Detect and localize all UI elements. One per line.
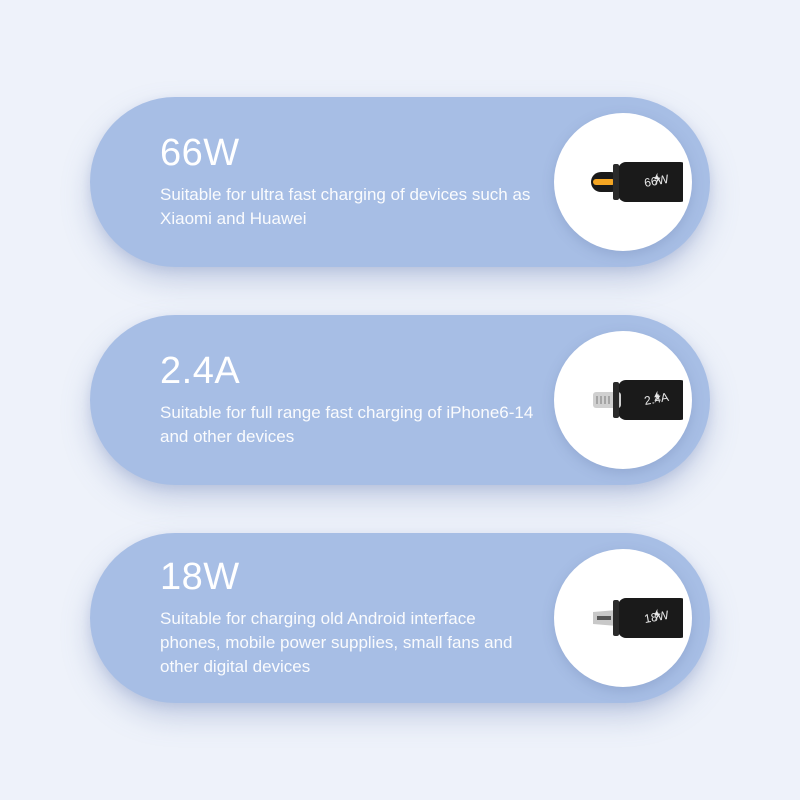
lightning-connector-icon: 2.4A xyxy=(563,370,683,430)
pill-title: 2.4A xyxy=(160,351,540,393)
pill-description: Suitable for full range fast charging of… xyxy=(160,401,540,449)
connector-circle: 2.4A xyxy=(554,331,692,469)
pill-text-block: 18W Suitable for charging old Android in… xyxy=(160,557,540,678)
pill-description: Suitable for ultra fast charging of devi… xyxy=(160,183,540,231)
micro-usb-connector-icon: 18W xyxy=(563,588,683,648)
pill-title: 66W xyxy=(160,133,540,175)
pill-title: 18W xyxy=(160,557,540,599)
connector-circle: 66W xyxy=(554,113,692,251)
feature-pill-18w: 18W Suitable for charging old Android in… xyxy=(90,533,710,703)
pill-text-block: 66W Suitable for ultra fast charging of … xyxy=(160,133,540,230)
pill-description: Suitable for charging old Android interf… xyxy=(160,607,540,678)
connector-circle: 18W xyxy=(554,549,692,687)
pill-text-block: 2.4A Suitable for full range fast chargi… xyxy=(160,351,540,448)
usb-c-connector-icon: 66W xyxy=(563,152,683,212)
feature-pill-66w: 66W Suitable for ultra fast charging of … xyxy=(90,97,710,267)
feature-pill-2-4a: 2.4A Suitable for full range fast chargi… xyxy=(90,315,710,485)
